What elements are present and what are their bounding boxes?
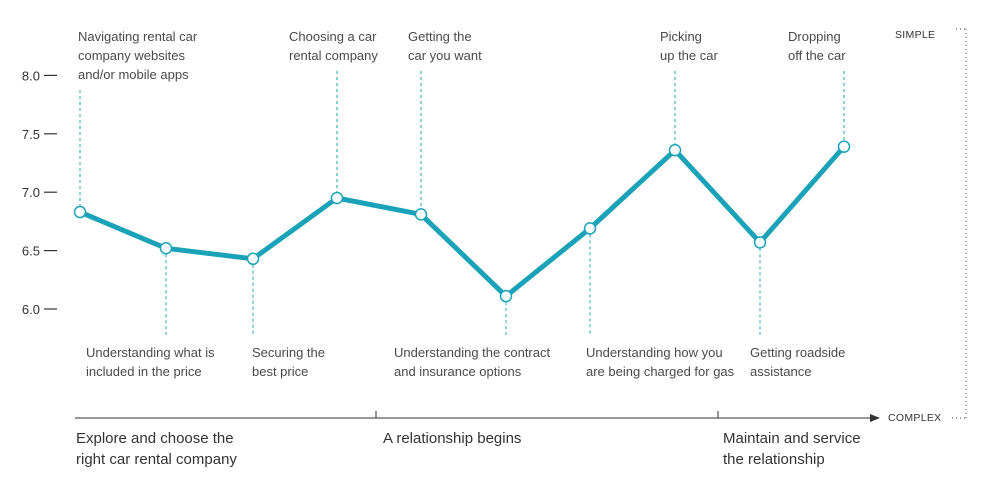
point-label-line: company websites (78, 48, 185, 63)
data-point (583, 222, 597, 235)
data-point (246, 252, 260, 266)
point-label-line: Understanding how you (586, 345, 723, 360)
point-label-line: Getting roadside (750, 345, 845, 360)
simple-label: SIMPLE (895, 29, 935, 41)
point-label-line: and insurance options (394, 364, 522, 379)
y-tick-label: 6.5 (22, 244, 40, 259)
data-point (330, 191, 344, 205)
point-label-line: car you want (408, 48, 482, 63)
x-axis (75, 411, 880, 422)
series-line (77, 144, 847, 299)
point-label-line: off the car (788, 48, 846, 63)
point-label-line: Understanding what is (86, 345, 215, 360)
phase-labels: Explore and choose the right car rental c… (76, 430, 861, 468)
axis-words: SIMPLE COMPLEX (888, 28, 967, 424)
point-label-line: Securing the (252, 345, 325, 360)
point-label-line: Picking (660, 29, 702, 44)
point-label-line: are being charged for gas (586, 364, 735, 379)
phase-label: Maintain and service (723, 430, 861, 447)
point-label-line: up the car (660, 48, 718, 63)
point-label-line: Choosing a car (289, 29, 377, 44)
point-label-line: best price (252, 364, 308, 379)
phase-label: right car rental company (76, 451, 237, 468)
phase-label: A relationship begins (383, 430, 521, 447)
complex-label: COMPLEX (888, 412, 941, 424)
point-label-line: Getting the (408, 29, 472, 44)
y-tick-label: 7.0 (22, 185, 40, 200)
data-point (414, 208, 428, 221)
data-point (159, 242, 173, 255)
point-label-line: rental company (289, 48, 378, 63)
point-label-line: Dropping (788, 29, 841, 44)
point-label-line: Navigating rental car (78, 29, 198, 44)
phase-label: Explore and choose the (76, 430, 234, 447)
point-label-line: Understanding the contract (394, 345, 550, 360)
point-labels: Navigating rental car company websites and… (78, 29, 846, 379)
data-point (837, 140, 851, 153)
x-axis-arrow (870, 414, 880, 422)
y-tick-label: 7.5 (22, 127, 40, 142)
label-guides (79, 71, 845, 335)
y-tick-label: 8.0 (22, 68, 40, 83)
point-markers (73, 140, 851, 303)
point-label-line: and/or mobile apps (78, 67, 189, 82)
point-label-line: assistance (750, 364, 811, 379)
data-point (753, 236, 767, 249)
series-path (77, 144, 847, 299)
y-axis: 8.0 7.5 7.0 6.5 6.0 (22, 68, 57, 317)
y-tick-label: 6.0 (22, 302, 40, 317)
phase-label: the relationship (723, 451, 825, 468)
data-point (499, 289, 513, 303)
data-point (73, 205, 87, 219)
data-point (668, 143, 682, 157)
point-label-line: included in the price (86, 364, 202, 379)
